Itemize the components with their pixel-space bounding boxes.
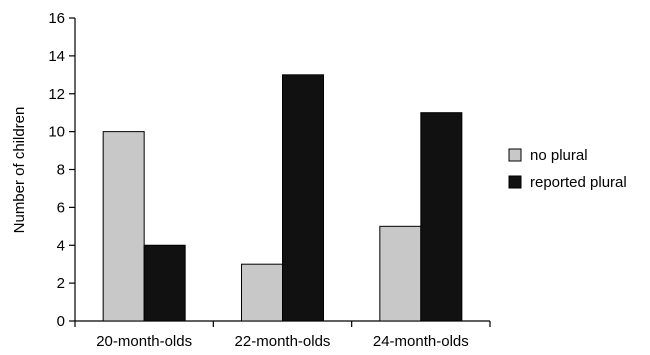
bar-no-plural	[241, 263, 283, 322]
legend-label: reported plural	[530, 174, 627, 191]
bar-reported-plural	[420, 112, 463, 322]
y-tick-label: 16	[48, 10, 65, 27]
bars	[102, 74, 463, 322]
y-tick-label: 6	[57, 199, 65, 216]
bar-reported-plural	[143, 244, 186, 322]
y-tick-label: 4	[57, 237, 65, 254]
legend-swatch	[508, 175, 522, 189]
y-axis: 0 2 4 6 8 10 12 14 16	[48, 10, 76, 330]
x-axis: 20-month-olds 22-month-olds 24-month-olds	[74, 320, 491, 350]
legend-swatch	[508, 148, 522, 162]
legend-label: no plural	[530, 147, 588, 164]
y-tick-label: 0	[57, 313, 65, 330]
y-tick-label: 14	[48, 48, 65, 65]
bar-no-plural	[102, 131, 145, 322]
y-axis-label: Number of children	[11, 107, 28, 234]
y-tick-label: 2	[57, 275, 65, 292]
bar-reported-plural	[282, 74, 324, 322]
bar-no-plural	[379, 225, 422, 322]
y-tick-label: 8	[57, 162, 65, 179]
y-tick-label: 12	[48, 86, 65, 103]
y-tick-label: 10	[48, 124, 65, 141]
x-tick-label: 24-month-olds	[373, 333, 469, 350]
x-tick-label: 20-month-olds	[96, 333, 192, 350]
x-tick-label: 22-month-olds	[235, 333, 331, 350]
legend: no plural reported plural	[508, 147, 627, 191]
